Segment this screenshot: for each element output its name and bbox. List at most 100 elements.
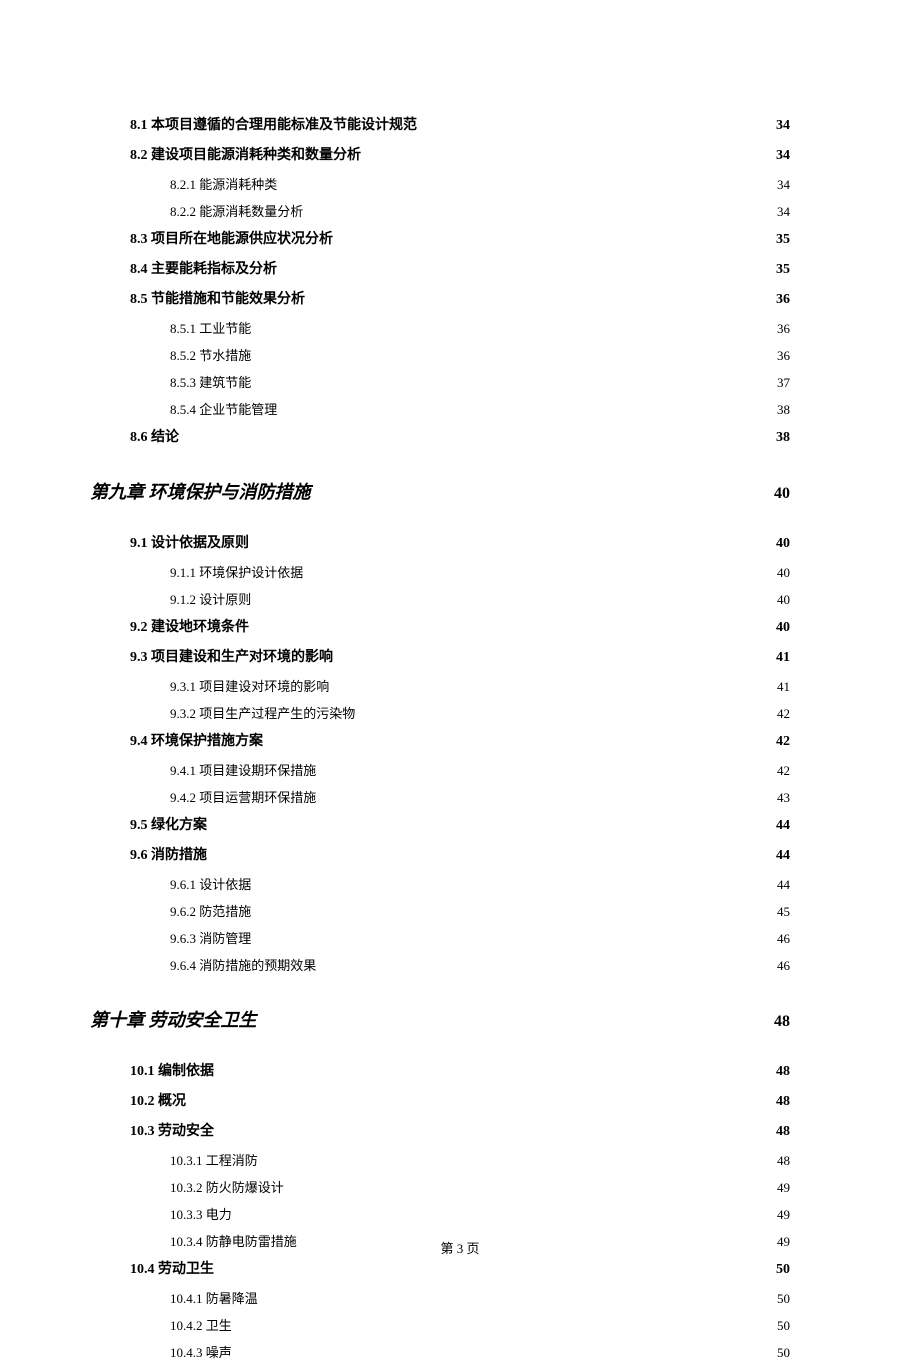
toc-entry-section: 8.4 主要能耗指标及分析 35 xyxy=(130,258,790,278)
toc-entry-page: 38 xyxy=(776,430,790,446)
toc-entry-subsection: 10.3.2 防火防爆设计 49 xyxy=(170,1177,790,1196)
toc-entry-subsection: 10.4.2 卫生50 xyxy=(170,1315,790,1334)
toc-entry-subsection: 9.6.1 设计依据 44 xyxy=(170,874,790,893)
toc-entry-title: 10.4 劳动卫生 xyxy=(130,1258,214,1278)
toc-entry-title: 9.3.2 项目生产过程产生的污染物 xyxy=(170,703,355,722)
toc-entry-page: 50 xyxy=(777,1318,790,1334)
toc-entry-subsection: 10.3.1 工程消防48 xyxy=(170,1150,790,1169)
toc-entry-section: 8.3 项目所在地能源供应状况分析 35 xyxy=(130,228,790,248)
toc-entry-section: 10.4 劳动卫生 50 xyxy=(130,1258,790,1278)
toc-entry-subsection: 9.6.2 防范措施 45 xyxy=(170,901,790,920)
toc-entry-page: 40 xyxy=(776,620,790,636)
toc-entry-title: 8.2.1 能源消耗种类 xyxy=(170,174,277,193)
toc-entry-page: 48 xyxy=(774,1013,790,1031)
toc-entry-subsection: 9.3.1 项目建设对环境的影响 41 xyxy=(170,676,790,695)
toc-entry-subsection: 10.4.1 防暑降温50 xyxy=(170,1288,790,1307)
toc-entry-title: 9.6.4 消防措施的预期效果 xyxy=(170,955,316,974)
toc-entry-subsection: 9.1.2 设计原则 40 xyxy=(170,589,790,608)
toc-entry-page: 34 xyxy=(777,204,790,220)
toc-entry-page: 40 xyxy=(777,565,790,581)
toc-entry-title: 10.3.2 防火防爆设计 xyxy=(170,1177,284,1196)
toc-entry-section: 10.3 劳动安全48 xyxy=(130,1120,790,1140)
toc-entry-title: 8.1 本项目遵循的合理用能标准及节能设计规范 xyxy=(130,114,417,134)
toc-entry-section: 9.6 消防措施44 xyxy=(130,844,790,864)
toc-entry-title: 9.6.1 设计依据 xyxy=(170,874,251,893)
toc-entry-subsection: 9.4.2 项目运营期环保措施43 xyxy=(170,787,790,806)
toc-entry-title: 9.6.3 消防管理 xyxy=(170,928,251,947)
toc-entry-title: 9.3 项目建设和生产对环境的影响 xyxy=(130,646,333,666)
toc-entry-title: 9.6.2 防范措施 xyxy=(170,901,251,920)
toc-entry-title: 10.2 概况 xyxy=(130,1090,186,1110)
toc-entry-title: 第十章 劳动安全卫生 xyxy=(90,1006,257,1032)
toc-entry-section: 9.5 绿化方案 44 xyxy=(130,814,790,834)
toc-entry-section: 8.6 结论38 xyxy=(130,426,790,446)
toc-entry-title: 第九章 环境保护与消防措施 xyxy=(90,478,311,504)
toc-entry-chapter: 第十章 劳动安全卫生 48 xyxy=(90,1006,790,1032)
toc-entry-section: 9.3 项目建设和生产对环境的影响 41 xyxy=(130,646,790,666)
toc-entry-page: 41 xyxy=(777,679,790,695)
toc-entry-section: 9.2 建设地环境条件 40 xyxy=(130,616,790,636)
toc-entry-section: 8.1 本项目遵循的合理用能标准及节能设计规范 34 xyxy=(130,114,790,134)
toc-entry-page: 48 xyxy=(776,1124,790,1140)
toc-entry-subsection: 10.4.3 噪声 50 xyxy=(170,1342,790,1361)
toc-entry-subsection: 8.5.1 工业节能36 xyxy=(170,318,790,337)
toc-entry-title: 9.4 环境保护措施方案 xyxy=(130,730,263,750)
toc-entry-subsection: 8.2.1 能源消耗种类34 xyxy=(170,174,790,193)
toc-entry-title: 8.4 主要能耗指标及分析 xyxy=(130,258,277,278)
toc-entry-page: 35 xyxy=(776,232,790,248)
footer-text: 第 3 页 xyxy=(440,1241,479,1256)
toc-entry-title: 8.3 项目所在地能源供应状况分析 xyxy=(130,228,333,248)
toc-entry-section: 9.1 设计依据及原则 40 xyxy=(130,532,790,552)
table-of-contents: 8.1 本项目遵循的合理用能标准及节能设计规范348.2 建设项目能源消耗种类和… xyxy=(130,114,790,1361)
toc-entry-title: 9.5 绿化方案 xyxy=(130,814,207,834)
toc-entry-page: 50 xyxy=(776,1262,790,1278)
toc-entry-page: 49 xyxy=(777,1180,790,1196)
toc-entry-page: 42 xyxy=(776,734,790,750)
toc-entry-title: 9.4.1 项目建设期环保措施 xyxy=(170,760,316,779)
toc-entry-title: 8.5.3 建筑节能 xyxy=(170,372,251,391)
toc-entry-subsection: 8.2.2 能源消耗数量分析 34 xyxy=(170,201,790,220)
toc-entry-page: 41 xyxy=(776,650,790,666)
toc-entry-title: 9.1.2 设计原则 xyxy=(170,589,251,608)
toc-entry-page: 45 xyxy=(777,904,790,920)
toc-entry-page: 36 xyxy=(777,348,790,364)
toc-entry-subsection: 8.5.3 建筑节能37 xyxy=(170,372,790,391)
toc-entry-page: 40 xyxy=(777,592,790,608)
toc-entry-page: 35 xyxy=(776,262,790,278)
toc-entry-section: 9.4 环境保护措施方案 42 xyxy=(130,730,790,750)
toc-entry-page: 42 xyxy=(777,706,790,722)
toc-entry-title: 8.2 建设项目能源消耗种类和数量分析 xyxy=(130,144,361,164)
toc-entry-section: 8.2 建设项目能源消耗种类和数量分析 34 xyxy=(130,144,790,164)
toc-entry-subsection: 8.5.4 企业节能管理38 xyxy=(170,399,790,418)
page-footer: 第 3 页 xyxy=(0,1238,920,1257)
toc-entry-section: 10.2 概况 48 xyxy=(130,1090,790,1110)
toc-entry-page: 44 xyxy=(776,848,790,864)
toc-entry-page: 44 xyxy=(777,877,790,893)
toc-entry-title: 9.1 设计依据及原则 xyxy=(130,532,249,552)
toc-entry-title: 8.5.1 工业节能 xyxy=(170,318,251,337)
toc-entry-page: 34 xyxy=(776,118,790,134)
toc-entry-title: 9.3.1 项目建设对环境的影响 xyxy=(170,676,329,695)
toc-entry-subsection: 9.6.4 消防措施的预期效果46 xyxy=(170,955,790,974)
toc-entry-title: 9.2 建设地环境条件 xyxy=(130,616,249,636)
toc-entry-subsection: 10.3.3 电力49 xyxy=(170,1204,790,1223)
toc-entry-page: 48 xyxy=(776,1094,790,1110)
toc-entry-subsection: 9.4.1 项目建设期环保措施 42 xyxy=(170,760,790,779)
toc-entry-page: 44 xyxy=(776,818,790,834)
toc-entry-page: 40 xyxy=(776,536,790,552)
toc-entry-page: 50 xyxy=(777,1345,790,1361)
toc-entry-page: 40 xyxy=(774,485,790,503)
toc-entry-chapter: 第九章 环境保护与消防措施 40 xyxy=(90,478,790,504)
toc-entry-section: 10.1 编制依据48 xyxy=(130,1060,790,1080)
toc-entry-subsection: 9.3.2 项目生产过程产生的污染物 42 xyxy=(170,703,790,722)
toc-entry-page: 48 xyxy=(777,1153,790,1169)
toc-entry-title: 8.2.2 能源消耗数量分析 xyxy=(170,201,303,220)
toc-entry-page: 34 xyxy=(776,148,790,164)
toc-entry-page: 42 xyxy=(777,763,790,779)
toc-entry-title: 10.3.3 电力 xyxy=(170,1204,232,1223)
toc-entry-title: 9.4.2 项目运营期环保措施 xyxy=(170,787,316,806)
toc-entry-title: 9.1.1 环境保护设计依据 xyxy=(170,562,303,581)
toc-entry-subsection: 9.6.3 消防管理46 xyxy=(170,928,790,947)
toc-entry-page: 48 xyxy=(776,1064,790,1080)
toc-entry-title: 10.4.3 噪声 xyxy=(170,1342,232,1361)
